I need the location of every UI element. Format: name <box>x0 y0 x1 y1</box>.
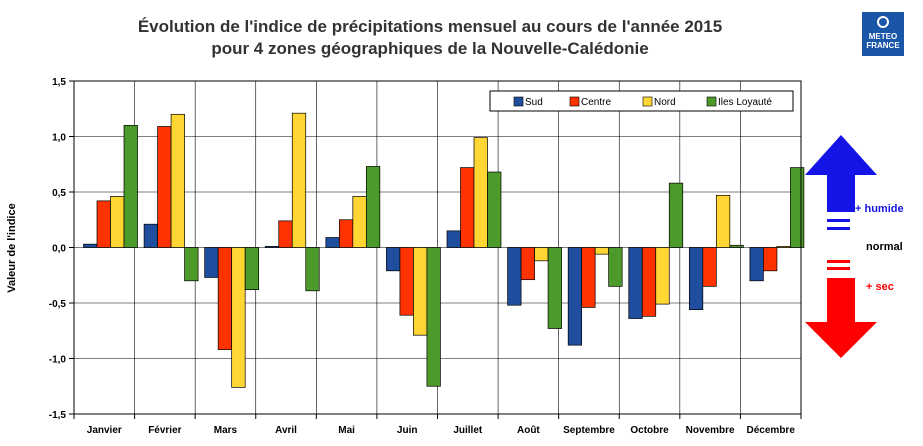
bar-sud <box>628 247 643 319</box>
y-axis-label: Valeur de l'indice <box>6 203 18 292</box>
bar-centre <box>338 219 354 248</box>
dry-divider <box>827 260 850 263</box>
wet-label: + humide <box>855 203 904 215</box>
bar-centre <box>278 220 293 248</box>
bar-centre <box>96 200 111 248</box>
x-tick-label: Octobre <box>630 425 669 436</box>
y-tick-label: -1,5 <box>49 410 67 421</box>
bar-iles-loyauté <box>305 247 320 292</box>
bar-nord <box>473 137 488 248</box>
bar-centre <box>460 167 475 248</box>
y-tick-label: -1,0 <box>49 355 67 366</box>
x-tick-label: Mai <box>338 425 355 436</box>
bar-sud <box>446 230 461 248</box>
normal-label: normal <box>866 241 903 253</box>
dry-label: + sec <box>866 281 894 293</box>
bar-iles-loyauté <box>547 247 562 329</box>
legend-label: Iles Loyauté <box>718 97 772 108</box>
bar-nord <box>715 194 731 248</box>
x-tick-label: Décembre <box>747 425 796 436</box>
bar-centre <box>763 247 778 272</box>
bar-nord <box>170 113 185 248</box>
bar-iles-loyauté <box>608 247 623 287</box>
dry-arrow-icon <box>805 278 877 358</box>
x-tick-label: Mars <box>214 425 238 436</box>
bar-centre <box>217 247 233 350</box>
legend-box <box>489 90 794 112</box>
dry-divider <box>827 267 850 270</box>
bar-sud <box>143 223 158 248</box>
bars <box>83 112 805 388</box>
y-tick-label: 1,0 <box>52 133 66 144</box>
legend: Sud Centre Nord Iles Loyauté <box>489 90 794 112</box>
bar-nord <box>291 112 307 248</box>
logo-text-line1: METEO <box>868 32 898 41</box>
chart-title-line2: pour 4 zones géographiques de la Nouvell… <box>211 39 649 58</box>
x-tick-label: Avril <box>275 425 297 436</box>
wet-divider <box>827 219 850 222</box>
legend-swatch <box>642 96 653 107</box>
x-tick-label: Juillet <box>453 425 483 436</box>
legend-swatch <box>513 96 524 107</box>
x-tick-label: Février <box>148 425 181 436</box>
bar-sud <box>386 247 401 272</box>
bar-nord <box>231 247 246 388</box>
wet-arrow-icon <box>805 135 877 212</box>
axis-ticks: -1,5 -1,0 -0,5 0,0 0,5 1,0 1,5 Janvier Février Ma… <box>49 77 802 436</box>
x-tick-label: Septembre <box>563 425 615 436</box>
bar-centre <box>157 126 172 248</box>
bar-iles-loyauté <box>668 182 684 248</box>
x-tick-label: Novembre <box>686 425 735 436</box>
bar-nord <box>776 246 791 248</box>
side-scale: + humide normal + sec <box>805 135 904 358</box>
bar-sud <box>83 243 98 248</box>
logo-text-line2: FRANCE <box>866 41 900 50</box>
bar-iles-loyauté <box>426 247 441 387</box>
bar-centre <box>702 247 717 287</box>
bar-iles-loyauté <box>365 166 381 248</box>
bar-iles-loyauté <box>790 167 805 248</box>
bar-centre <box>520 247 535 281</box>
bar-iles-loyauté <box>244 247 260 291</box>
legend-swatch <box>706 96 717 107</box>
bar-nord <box>594 247 610 255</box>
x-tick-label: Juin <box>397 425 418 436</box>
bar-sud <box>264 246 280 248</box>
x-tick-label: Août <box>517 425 540 436</box>
meteo-france-logo: METEO FRANCE <box>862 12 904 56</box>
y-tick-label: 0,5 <box>52 188 66 199</box>
bar-iles-loyauté <box>123 125 138 248</box>
legend-swatch <box>569 96 580 107</box>
bar-sud <box>688 247 704 311</box>
legend-label: Sud <box>525 97 543 108</box>
bar-nord <box>534 247 549 262</box>
bar-nord <box>352 196 367 248</box>
bar-centre <box>581 247 596 308</box>
chart-title-line1: Évolution de l'indice de précipitations … <box>137 17 723 36</box>
bar-sud <box>204 247 219 278</box>
bar-nord <box>110 196 125 248</box>
bar-nord <box>413 247 428 336</box>
bar-sud <box>567 247 583 346</box>
bar-nord <box>655 247 670 305</box>
bar-sud <box>749 247 764 282</box>
bar-iles-loyauté <box>184 247 199 282</box>
y-tick-label: 0,0 <box>52 244 66 255</box>
logo-mark-icon <box>877 16 889 28</box>
bar-iles-loyauté <box>729 244 744 248</box>
bar-sud <box>325 237 340 248</box>
bar-iles-loyauté <box>487 171 502 248</box>
y-tick-label: -0,5 <box>49 299 67 310</box>
y-tick-label: 1,5 <box>52 77 66 88</box>
legend-label: Nord <box>654 97 676 108</box>
bar-sud <box>507 247 522 306</box>
bar-centre <box>399 247 414 316</box>
wet-divider <box>827 227 850 230</box>
x-tick-label: Janvier <box>87 425 122 436</box>
legend-label: Centre <box>581 97 611 108</box>
chart-title: Évolution de l'indice de précipitations … <box>110 16 750 60</box>
bar-centre <box>641 247 657 317</box>
